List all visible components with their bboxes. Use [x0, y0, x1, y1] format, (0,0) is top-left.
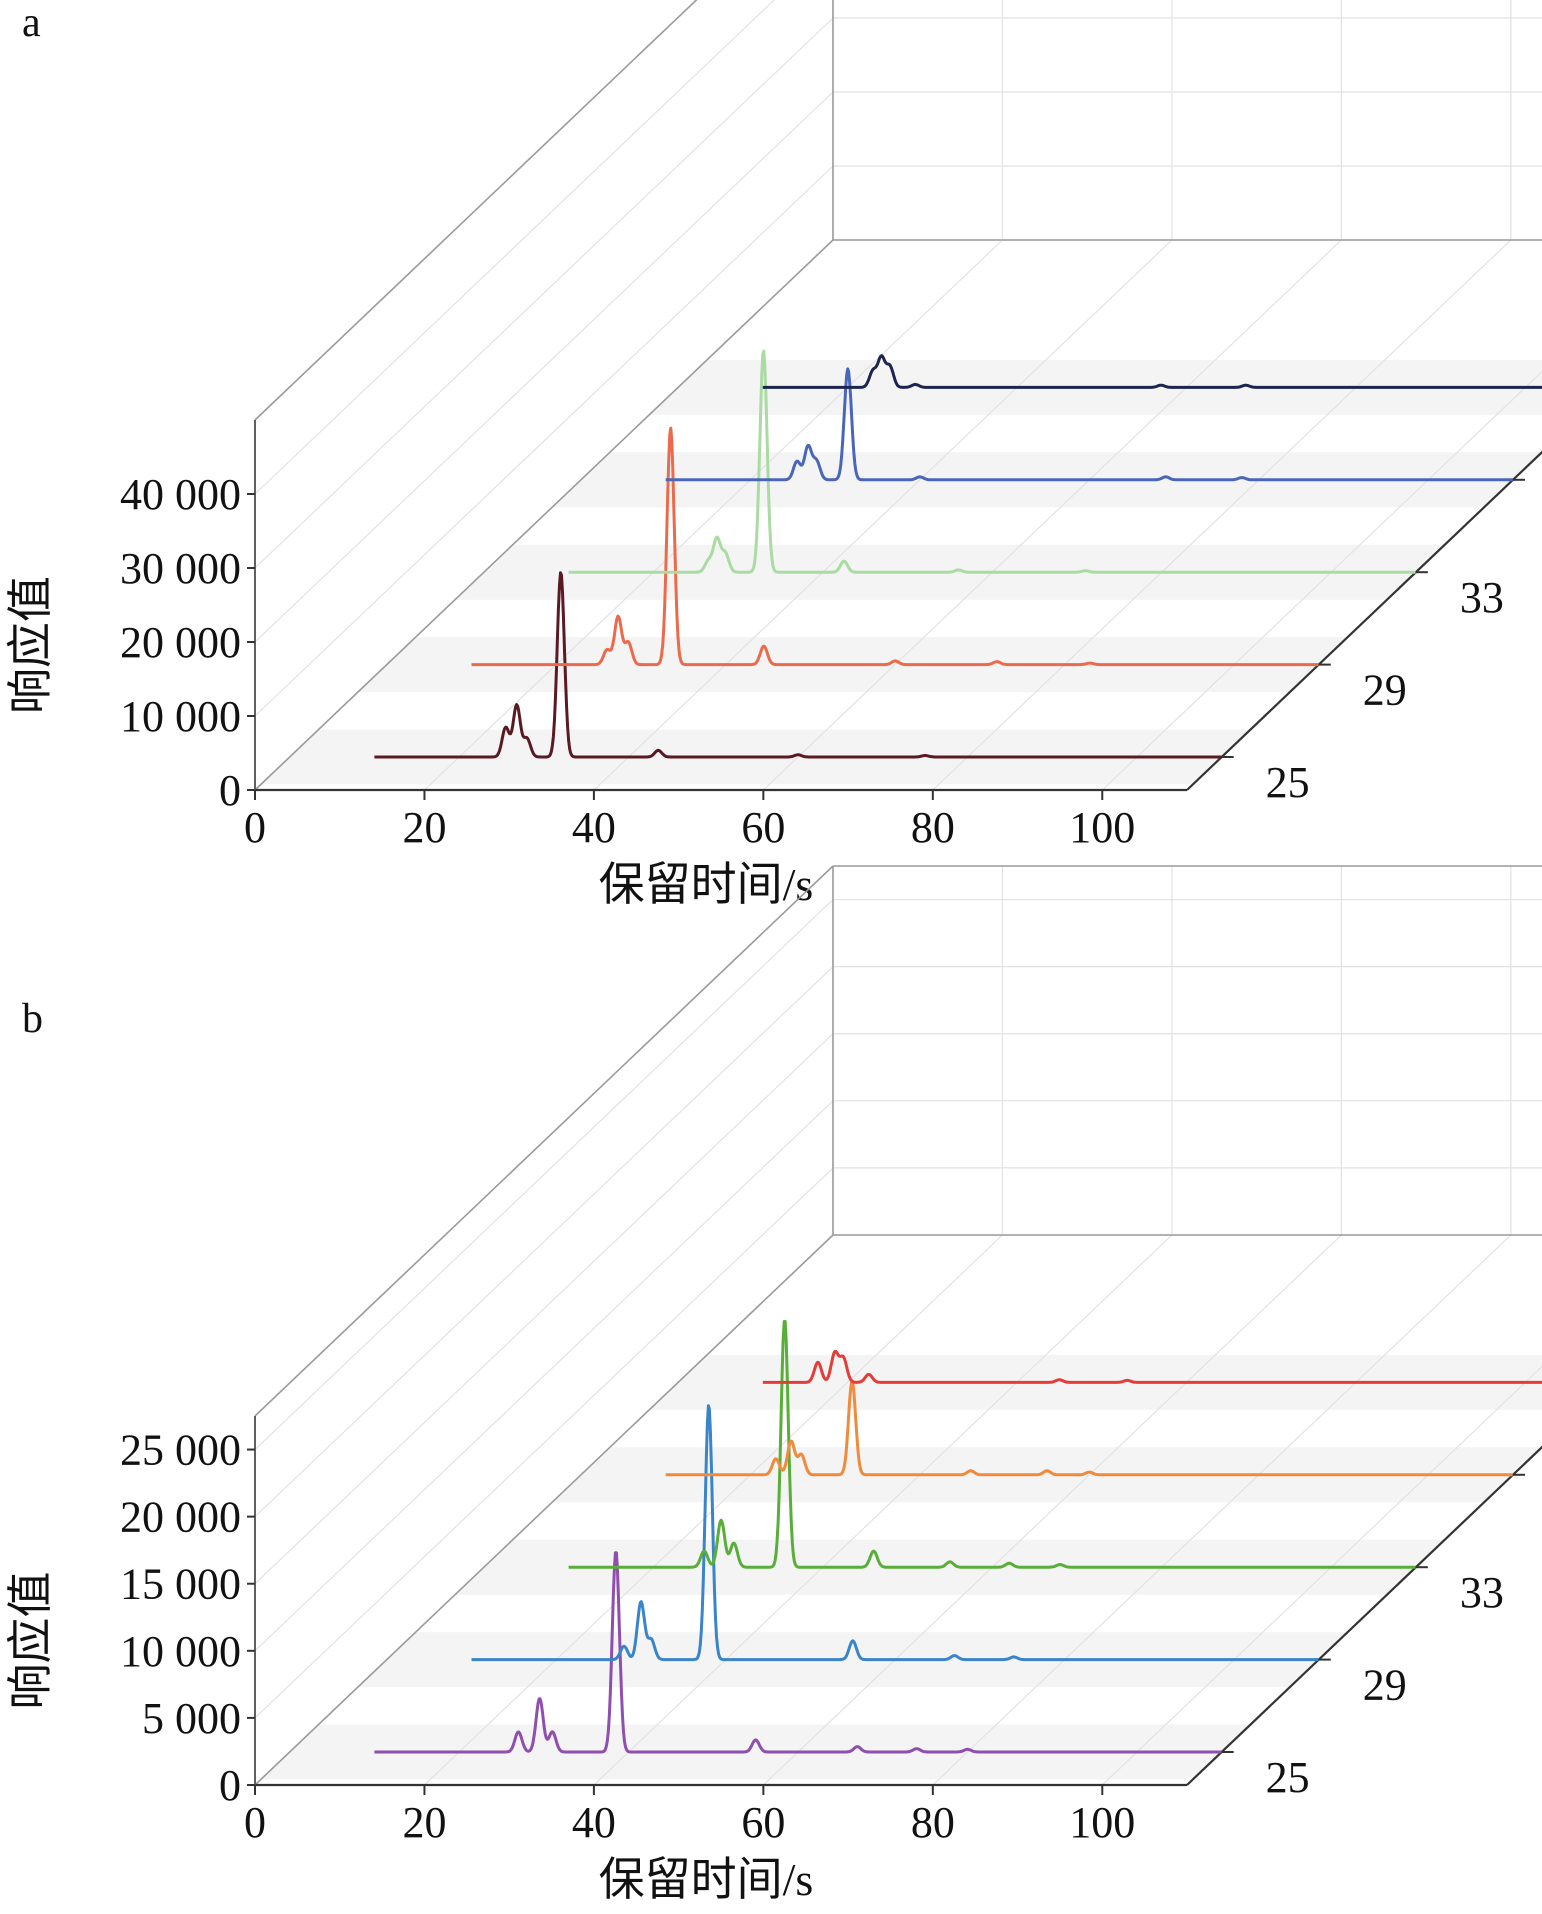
y-tick-label: 25 000: [120, 1426, 241, 1475]
series-line-29: [471, 1404, 1319, 1662]
side-hgrid-line: [254, 17, 834, 569]
z-tick-label: 29: [1363, 666, 1407, 715]
x-tick-label: 60: [741, 1798, 785, 1847]
z-tick-label: 25: [1266, 1753, 1310, 1802]
side-hgrid-line: [254, 899, 834, 1450]
z-ticks: 2529333741: [1221, 478, 1525, 807]
floor-band: [357, 1632, 1348, 1688]
floor-band: [552, 1447, 1542, 1503]
series-line-37: [665, 367, 1514, 482]
chart-panel-b: b 0 20 40 60 80 100 0 5 000 10 000 15 000 20 000 25 …: [5, 865, 1542, 1905]
y-tick-label: 10 000: [120, 692, 241, 741]
y-axis-title: 响应值: [5, 1572, 56, 1710]
axes-frame: [254, 865, 1542, 1787]
floor-depth-grid-line: [762, 1234, 1342, 1786]
box-edge: [254, 0, 698, 421]
x-tick-label: 60: [741, 803, 785, 852]
z-ticks: 2529333741: [1221, 1473, 1525, 1802]
x-axis-title: 保留时间/s: [599, 1854, 814, 1905]
z-tick-label: 25: [1266, 758, 1310, 807]
z-axis-line: [1186, 1445, 1542, 1786]
series-group: [373, 1320, 1542, 1754]
series-line-37: [665, 1379, 1514, 1477]
series-group: [373, 349, 1542, 759]
side-hgrid-line: [254, 966, 834, 1518]
panel-label: b: [22, 996, 43, 1042]
y-tick-label: 0: [219, 766, 241, 815]
floor-depth-grid-line: [424, 239, 1003, 791]
x-tick-label: 20: [402, 803, 446, 852]
side-hgrid-line: [254, 0, 776, 495]
box-edge: [254, 1234, 834, 1786]
chart-panel-a: a 0 20 40 60 80 100 0 10 000 20 000 30 000 40 000 25…: [5, 0, 1542, 910]
y-tick-label: 15 000: [120, 1560, 241, 1609]
floor-depth-grid-line: [1101, 370, 1542, 791]
side-hgrid-line: [254, 91, 834, 643]
series-line-25: [373, 1551, 1222, 1754]
y-tick-label: 40 000: [120, 470, 241, 519]
floor-depth-grid-line: [932, 1234, 1512, 1786]
series-line-33: [568, 349, 1416, 574]
panel-label: a: [22, 0, 41, 46]
side-hgrid-line: [254, 1167, 834, 1719]
x-axis-title: 保留时间/s: [599, 859, 814, 910]
y-tick-label: 0: [219, 1761, 241, 1810]
x-tick-label: 40: [572, 803, 616, 852]
y-tick-label: 30 000: [120, 544, 241, 593]
series-line-25: [373, 571, 1222, 759]
side-hgrid-line: [254, 165, 834, 717]
series-line-29: [471, 426, 1319, 667]
floor-depth-grid-line: [762, 239, 1342, 791]
y-tick-label: 10 000: [120, 1627, 241, 1676]
x-ticks: 0 20 40 60 80 100: [244, 1785, 1135, 1847]
series-line-33: [568, 1320, 1416, 1569]
y-tick-label: 20 000: [120, 1493, 241, 1542]
x-tick-label: 100: [1069, 1798, 1135, 1847]
box-edge: [254, 865, 834, 1417]
z-tick-label: 33: [1460, 1568, 1504, 1617]
y-tick-label: 5 000: [142, 1694, 241, 1743]
y-axis-title: 响应值: [5, 576, 56, 714]
x-tick-label: 80: [911, 1798, 955, 1847]
y-ticks: 0 10 000 20 000 30 000 40 000: [120, 470, 255, 815]
x-tick-label: 100: [1069, 803, 1135, 852]
y-ticks: 0 5 000 10 000 15 000 20 000 25 000: [120, 1426, 255, 1810]
box-edge: [254, 239, 834, 791]
x-tick-label: 0: [244, 1798, 266, 1847]
z-axis-line: [1186, 450, 1542, 791]
x-ticks: 0 20 40 60 80 100: [244, 790, 1135, 852]
series-line-41: [762, 1349, 1542, 1384]
x-tick-label: 20: [402, 1798, 446, 1847]
side-hgrid-line: [254, 1100, 834, 1652]
axes-frame: [254, 0, 1542, 792]
y-tick-label: 20 000: [120, 618, 241, 667]
z-tick-label: 29: [1363, 1661, 1407, 1710]
series-line-41: [762, 354, 1542, 389]
side-hgrid-line: [254, 1033, 834, 1585]
floor-band: [260, 1724, 1251, 1780]
floor-depth-grid-line: [593, 1234, 1173, 1786]
z-tick-label: 33: [1460, 573, 1504, 622]
floor-depth-grid-line: [932, 239, 1512, 791]
floor-depth-grid-line: [593, 239, 1173, 791]
floor-depth-grid-line: [1101, 1365, 1542, 1786]
x-tick-label: 80: [911, 803, 955, 852]
x-tick-label: 0: [244, 803, 266, 852]
x-tick-label: 40: [572, 1798, 616, 1847]
